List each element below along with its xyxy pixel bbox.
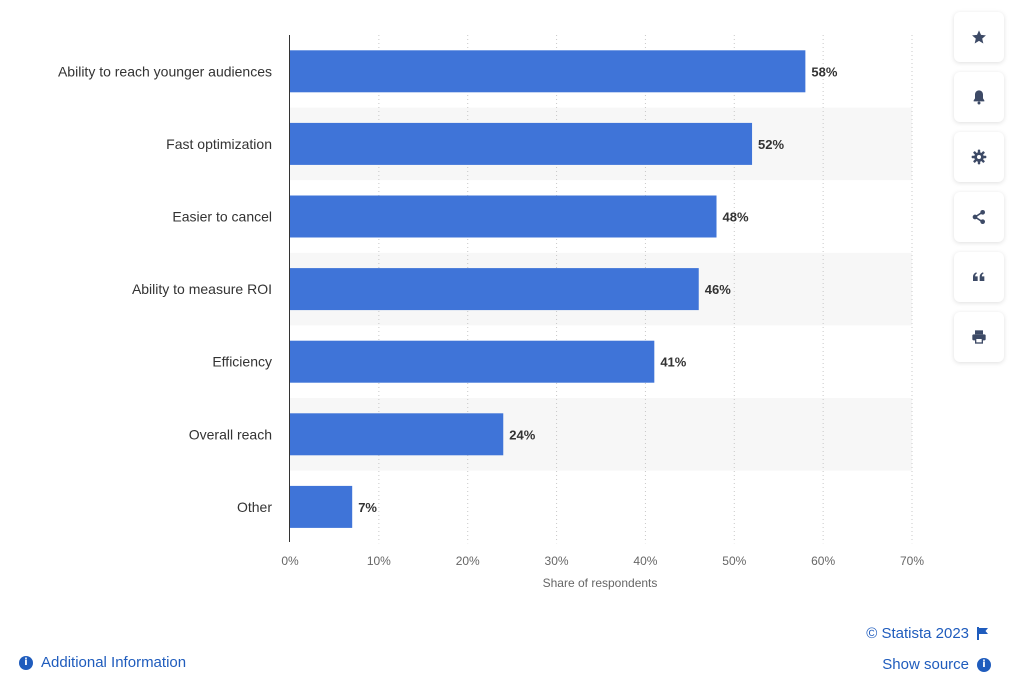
flag-icon	[977, 627, 988, 640]
bar[interactable]	[290, 485, 353, 528]
bar[interactable]	[290, 50, 806, 93]
info-icon: i	[19, 655, 33, 670]
quote-icon	[973, 272, 985, 281]
gear-icon	[971, 149, 987, 165]
value-label: 58%	[811, 64, 837, 79]
category-label: Ability to reach younger audiences	[58, 63, 272, 79]
copyright-text: © Statista 2023	[866, 625, 969, 642]
value-label: 48%	[723, 210, 749, 225]
show-source-link[interactable]: Show source i	[882, 656, 991, 673]
category-label: Easier to cancel	[172, 209, 272, 225]
star-icon	[972, 30, 986, 44]
category-label: Ability to measure ROI	[132, 281, 272, 297]
bar[interactable]	[290, 340, 655, 383]
value-label: 41%	[660, 355, 686, 370]
x-axis-title: Share of respondents	[543, 576, 658, 590]
tick-label: 0%	[281, 554, 299, 568]
bar[interactable]	[290, 268, 699, 311]
share-icon	[972, 210, 985, 224]
favorite-button[interactable]	[954, 12, 1004, 62]
additional-information-link[interactable]: i Additional Information	[19, 654, 186, 671]
tick-label: 70%	[900, 554, 924, 568]
bar[interactable]	[290, 122, 753, 165]
category-label: Overall reach	[189, 426, 272, 442]
bell-icon	[973, 90, 985, 105]
value-label: 52%	[758, 137, 784, 152]
print-button[interactable]	[954, 312, 1004, 362]
category-label: Fast optimization	[166, 136, 272, 152]
value-label: 46%	[705, 282, 731, 297]
additional-information-label: Additional Information	[41, 654, 187, 671]
tick-label: 50%	[722, 554, 746, 568]
tick-label: 30%	[545, 554, 569, 568]
category-label: Efficiency	[212, 354, 272, 370]
settings-button[interactable]	[954, 132, 1004, 182]
share-button[interactable]	[954, 192, 1004, 242]
print-icon	[972, 330, 986, 344]
value-label: 24%	[509, 427, 535, 442]
tick-label: 60%	[811, 554, 835, 568]
bar[interactable]	[290, 195, 717, 238]
tick-label: 20%	[456, 554, 480, 568]
copyright: © Statista 2023	[866, 625, 989, 642]
chart-toolbar	[954, 12, 1004, 372]
bar-chart: Ability to reach younger audiences Fast o…	[58, 35, 924, 590]
show-source-label: Show source	[882, 656, 969, 673]
info-icon: i	[977, 657, 991, 672]
tick-label: 10%	[367, 554, 391, 568]
cite-button[interactable]	[954, 252, 1004, 302]
notification-button[interactable]	[954, 72, 1004, 122]
bar[interactable]	[290, 413, 504, 456]
category-label: Other	[237, 499, 272, 515]
tick-label: 40%	[633, 554, 657, 568]
value-label: 7%	[358, 500, 377, 515]
